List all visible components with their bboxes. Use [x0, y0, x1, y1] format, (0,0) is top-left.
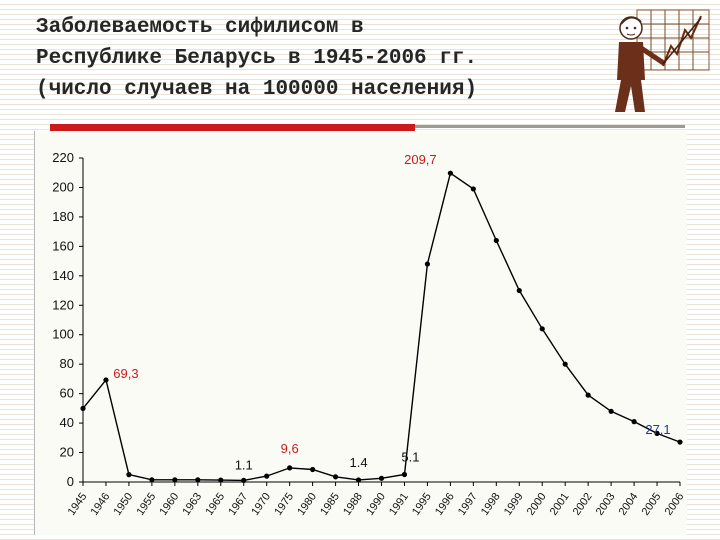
- y-tick-label: 20: [60, 445, 74, 460]
- data-label: 9,6: [281, 441, 299, 456]
- x-tick-label: 1970: [249, 491, 273, 518]
- data-point: [516, 287, 522, 294]
- chart-panel: 0 20 40 60 80 100 120 140 160 180 200 220 1945 1946 19…: [34, 131, 687, 535]
- data-point: [149, 477, 155, 483]
- x-tick-label: 1991: [387, 491, 411, 518]
- data-label: 5.1: [401, 449, 419, 464]
- x-tick-label: 1945: [66, 491, 90, 518]
- data-point: [585, 392, 591, 398]
- data-point: [287, 465, 293, 471]
- data-point: [218, 477, 224, 483]
- y-tick-label: 160: [52, 238, 74, 253]
- x-tick-label: 1996: [433, 491, 457, 518]
- data-label: 209,7: [404, 152, 437, 167]
- data-point: [654, 430, 660, 436]
- x-tick-label: 1946: [89, 491, 113, 518]
- y-tick-label: 200: [52, 179, 74, 194]
- data-point: [539, 326, 545, 332]
- data-point: [562, 361, 568, 367]
- y-tick-label: 0: [67, 474, 74, 489]
- page-title: Заболеваемость сифилисом в Республике Бе…: [36, 12, 596, 105]
- y-tick-label: 220: [52, 150, 74, 165]
- y-tick-label: 100: [52, 327, 74, 342]
- x-tick-label: 1985: [318, 491, 342, 518]
- data-point: [631, 419, 637, 425]
- data-point: [103, 377, 109, 383]
- x-tick-label: 1965: [203, 491, 227, 518]
- data-point: [126, 472, 132, 478]
- data-point: [677, 439, 683, 445]
- x-tick-label: 1999: [502, 491, 526, 518]
- data-point: [355, 477, 362, 483]
- x-tick-label: 1980: [295, 491, 319, 518]
- data-label: 27,1: [645, 422, 670, 437]
- y-tick-label: 40: [60, 415, 74, 430]
- x-tick-label: 1995: [410, 491, 434, 518]
- data-point: [195, 477, 201, 483]
- data-label: 1.4: [349, 455, 367, 470]
- x-tick-label: 2005: [640, 491, 664, 518]
- x-tick-label: 1963: [180, 491, 204, 518]
- y-tick-label: 60: [60, 386, 74, 401]
- data-point: [378, 475, 385, 481]
- y-tick-label: 120: [52, 297, 74, 312]
- x-tick-label: 2002: [571, 491, 595, 518]
- x-tick-label: 1990: [364, 491, 388, 518]
- data-point: [424, 261, 431, 267]
- data-point: [310, 466, 316, 473]
- data-point: [401, 471, 408, 478]
- data-point: [241, 477, 247, 483]
- accent-rule: [50, 124, 415, 131]
- data-point: [80, 405, 86, 411]
- x-tick-label: 1975: [272, 491, 296, 518]
- x-tick-label: 1955: [134, 491, 158, 518]
- teacher-pointer-illustration-icon: [615, 9, 710, 112]
- data-point: [470, 186, 476, 192]
- data-label: 69,3: [113, 366, 138, 381]
- data-point: [447, 170, 453, 176]
- x-tick-label: 1997: [456, 491, 480, 518]
- y-tick-label: 140: [52, 268, 74, 283]
- x-tick-label: 1950: [112, 491, 136, 518]
- y-tick-label: 80: [60, 356, 74, 371]
- data-label: 1.1: [235, 457, 253, 472]
- series-line: [82, 172, 681, 482]
- title-line-1: Заболеваемость сифилисом в: [36, 16, 364, 39]
- x-tick-label: 2006: [663, 491, 687, 518]
- data-point: [493, 237, 499, 244]
- x-tick-label: 2001: [548, 491, 572, 518]
- x-tick-label: 1998: [479, 491, 503, 518]
- title-line-3: (число случаев на 100000 населения): [36, 78, 478, 101]
- x-tick-label: 1967: [226, 491, 250, 518]
- divider-line: [415, 125, 685, 128]
- data-point: [264, 473, 270, 479]
- title-line-2: Республике Беларусь в 1945-2006 гг.: [36, 47, 478, 70]
- x-tick-label: 1960: [157, 491, 181, 518]
- x-tick-label: 1988: [341, 491, 365, 518]
- data-point: [608, 408, 614, 414]
- x-tick-label: 2000: [525, 491, 549, 518]
- x-tick-label: 2004: [617, 491, 641, 518]
- data-point: [172, 477, 178, 483]
- y-tick-label: 180: [52, 209, 74, 224]
- x-tick-label: 2003: [594, 491, 618, 518]
- data-point: [332, 474, 339, 480]
